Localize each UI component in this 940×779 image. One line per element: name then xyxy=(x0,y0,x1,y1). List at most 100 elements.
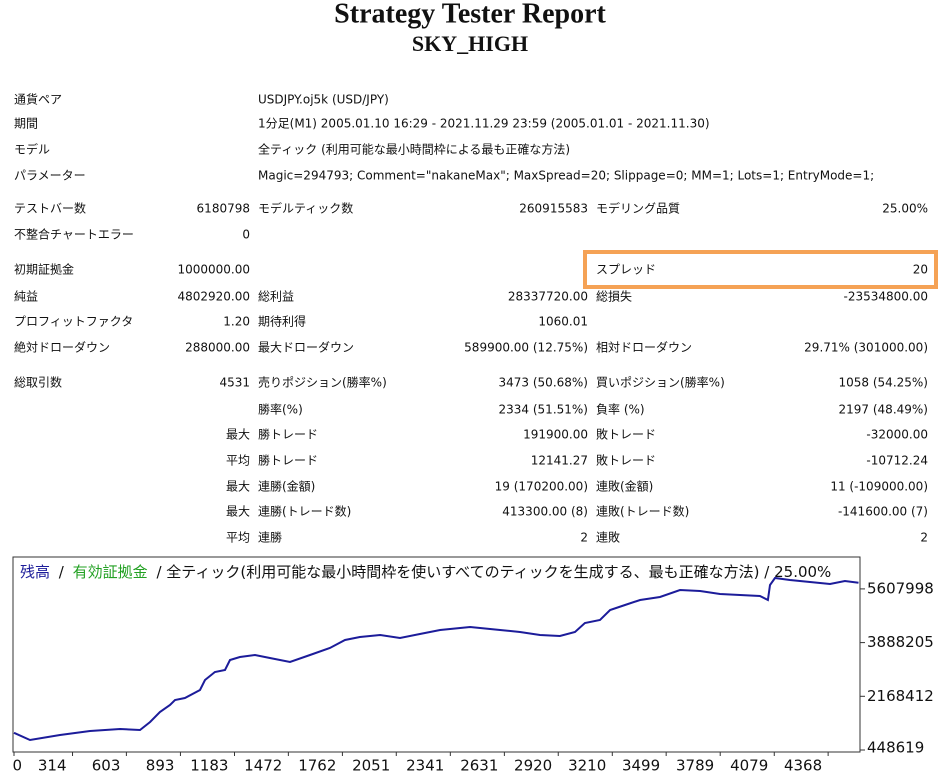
stat-value: 2 xyxy=(920,531,928,545)
stat-value: 4531 xyxy=(219,376,250,390)
stat-value: -141600.00 (7) xyxy=(838,505,928,519)
stat-value: 2 xyxy=(580,531,588,545)
x-tick-label: 314 xyxy=(38,757,67,775)
stat-value: 6180798 xyxy=(197,202,250,216)
stat-label: 最大ドローダウン xyxy=(258,340,354,355)
stat-label: 総損失 xyxy=(596,289,632,304)
info-label: 期間 xyxy=(14,117,38,131)
stat-value: 最大 xyxy=(226,505,250,519)
x-tick-label: 2051 xyxy=(352,757,390,775)
stat-value: 589900.00 (12.75%) xyxy=(464,341,588,355)
x-tick-label: 3499 xyxy=(622,757,660,775)
stat-label: 連敗(トレード数) xyxy=(596,504,689,519)
stat-label: 純益 xyxy=(14,290,38,304)
x-tick-label: 893 xyxy=(146,757,175,775)
stat-value: 最大 xyxy=(226,480,250,494)
info-value: USDJPY.oj5k (USD/JPY) xyxy=(258,93,389,107)
info-value: 1分足(M1) 2005.01.10 16:29 - 2021.11.29 23… xyxy=(258,117,710,131)
info-label: モデル xyxy=(14,142,50,157)
chart-legend: 残高 / 有効証拠金 / 全ティック(利用可能な最小時間枠を使いすべてのティック… xyxy=(20,563,831,581)
stat-label: 勝トレード xyxy=(258,453,318,468)
legend-note: / 全ティック(利用可能な最小時間枠を使いすべてのティックを生成する、最も正確な… xyxy=(156,563,831,581)
stat-value: 最大 xyxy=(226,428,250,442)
legend-entry: 残高 xyxy=(20,563,50,581)
stat-value: -32000.00 xyxy=(866,428,928,442)
stat-value: 1058 (54.25%) xyxy=(839,376,928,390)
stat-value: 4802920.00 xyxy=(177,290,250,304)
stat-label: 売りポジション(勝率%) xyxy=(258,375,387,390)
stat-value: 413300.00 (8) xyxy=(502,505,588,519)
stat-value: 29.71% (301000.00) xyxy=(804,341,928,355)
y-tick-label: 448619 xyxy=(867,739,924,757)
report-subtitle: SKY_HIGH xyxy=(412,31,528,56)
stat-value: 260915583 xyxy=(519,202,588,216)
info-label: パラメーター xyxy=(14,169,86,183)
stat-value: 0 xyxy=(242,228,250,242)
stat-value: 1000000.00 xyxy=(177,263,250,277)
stat-label: 連敗 xyxy=(596,530,620,545)
y-tick-label: 5607998 xyxy=(867,579,934,597)
stat-value: 11 (-109000.00) xyxy=(830,480,928,494)
plot-frame xyxy=(12,556,861,753)
stat-value: 1.20 xyxy=(223,315,250,329)
stat-label: 不整合チャートエラー xyxy=(14,227,134,242)
stat-label: 期待利得 xyxy=(258,314,306,329)
stat-value: 12141.27 xyxy=(531,454,588,468)
x-tick-label: 3210 xyxy=(568,757,606,775)
x-tick-label: 1472 xyxy=(244,757,282,775)
stat-label: 連勝(金額) xyxy=(258,479,315,494)
stat-label: プロフィットファクタ xyxy=(14,315,133,329)
stat-label: モデルティック数 xyxy=(258,201,353,216)
x-tick-label: 2631 xyxy=(460,757,498,775)
stat-label: 絶対ドローダウン xyxy=(14,340,110,355)
highlight-box xyxy=(583,250,938,289)
x-tick-label: 4079 xyxy=(730,757,768,775)
stat-label: 勝トレード xyxy=(258,427,318,442)
y-tick-label: 2168412 xyxy=(867,687,934,705)
stat-value: 25.00% xyxy=(882,202,928,216)
stat-label: 買いポジション(勝率%) xyxy=(596,375,725,390)
stat-label: 負率 (%) xyxy=(596,402,645,417)
stat-value: 1060.01 xyxy=(538,315,588,329)
stat-value: 2197 (48.49%) xyxy=(839,403,928,417)
stat-value: 28337720.00 xyxy=(508,290,588,304)
stat-label: スプレッド xyxy=(596,263,656,277)
stat-value: 191900.00 xyxy=(523,428,588,442)
stat-label: 連勝 xyxy=(258,530,282,545)
x-tick-label: 2920 xyxy=(514,757,552,775)
stat-value: 2334 (51.51%) xyxy=(499,403,588,417)
stat-value: -10712.24 xyxy=(866,454,928,468)
stat-value: -23534800.00 xyxy=(844,290,929,304)
stat-label: 敗トレード xyxy=(596,427,656,442)
x-tick-label: 603 xyxy=(92,757,121,775)
stat-label: 初期証拠金 xyxy=(14,262,74,277)
x-tick-label: 2341 xyxy=(406,757,444,775)
x-tick-label: 3789 xyxy=(676,757,714,775)
x-tick-label: 0 xyxy=(12,757,22,775)
stat-label: 相対ドローダウン xyxy=(596,340,692,355)
stat-label: テストバー数 xyxy=(14,201,86,216)
x-tick-label: 1762 xyxy=(298,757,336,775)
balance-line xyxy=(13,576,859,742)
stat-label: 勝率(%) xyxy=(258,402,303,417)
stat-value: 288000.00 xyxy=(185,341,250,355)
x-tick-label: 4368 xyxy=(784,757,822,775)
stat-value: 平均 xyxy=(226,531,250,545)
stat-label: 敗トレード xyxy=(596,453,656,468)
legend-entry: 有効証拠金 xyxy=(73,563,148,581)
info-value: 全ティック (利用可能な最小時間枠による最も正確な方法) xyxy=(258,142,570,157)
stat-label: 連勝(トレード数) xyxy=(258,504,351,519)
legend-separator: / xyxy=(59,563,65,581)
stat-label: 連敗(金額) xyxy=(596,479,653,494)
x-tick-label: 1183 xyxy=(190,757,228,775)
info-label: 通貨ペア xyxy=(14,92,62,107)
stat-value: 平均 xyxy=(226,454,250,468)
info-value: Magic=294793; Comment="nakaneMax"; MaxSp… xyxy=(258,169,874,183)
stat-value: 19 (170200.00) xyxy=(495,480,588,494)
stat-label: モデリング品質 xyxy=(596,201,680,216)
stat-label: 総利益 xyxy=(258,290,294,304)
stat-value: 3473 (50.68%) xyxy=(499,376,588,390)
stat-label: 総取引数 xyxy=(14,375,62,390)
report-title: Strategy Tester Report xyxy=(334,0,606,29)
